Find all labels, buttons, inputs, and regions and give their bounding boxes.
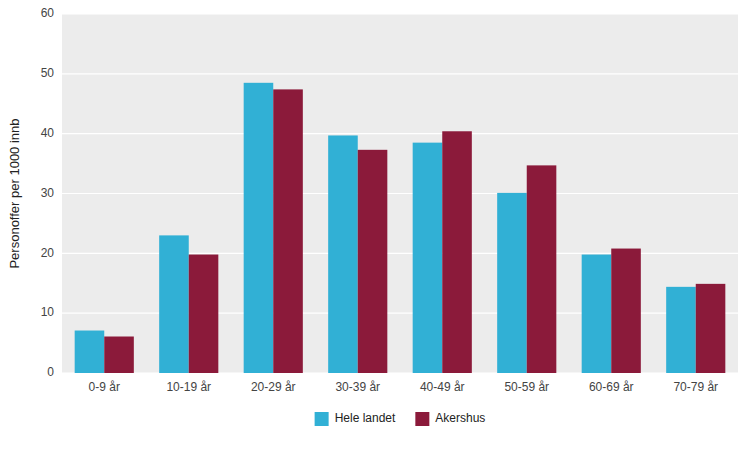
bar [189, 255, 219, 373]
bar [497, 193, 527, 373]
x-tick-label: 0-9 år [89, 380, 120, 394]
y-tick-label: 20 [41, 246, 55, 260]
bar [328, 135, 358, 373]
x-tick-label: 10-19 år [166, 380, 211, 394]
x-tick-label: 20-29 år [251, 380, 296, 394]
bar [413, 143, 443, 373]
bar [527, 165, 557, 373]
chart-container: 0 10 20 30 40 50 60 Personoffer per 1000 innb 0-… [0, 0, 752, 451]
y-tick-label: 0 [47, 365, 54, 379]
legend-item: Hele landet [315, 411, 396, 426]
legend-swatch [315, 412, 329, 426]
y-axis: 0 10 20 30 40 50 60 [41, 6, 738, 379]
legend-label: Hele landet [335, 411, 396, 425]
bars [75, 83, 726, 373]
bar [611, 249, 641, 373]
grid-line [62, 73, 738, 74]
bar [696, 284, 726, 373]
y-tick-label: 40 [41, 126, 55, 140]
grid-line [62, 193, 738, 194]
y-tick-label: 60 [41, 6, 55, 20]
x-tick-label: 50-59 år [504, 380, 549, 394]
bar [666, 287, 696, 373]
y-tick-label: 10 [41, 305, 55, 319]
bar [244, 83, 274, 373]
grid-line [62, 13, 738, 14]
bar [75, 331, 105, 373]
grid-line [62, 133, 738, 134]
y-axis-label: Personoffer per 1000 innb [7, 118, 22, 268]
x-axis: 0-9 år 10-19 år 20-29 år 30-39 år 40-49 år 50… [89, 380, 719, 394]
legend-item: Akershus [415, 411, 485, 426]
bar [159, 235, 189, 373]
x-tick-label: 40-49 år [420, 380, 465, 394]
legend-swatch [415, 412, 429, 426]
bar [104, 337, 134, 373]
y-tick-label: 30 [41, 186, 55, 200]
chart-svg: 0 10 20 30 40 50 60 Personoffer per 1000 innb 0-… [0, 0, 752, 451]
y-tick-label: 50 [41, 66, 55, 80]
x-tick-label: 70-79 år [673, 380, 718, 394]
bar-series [104, 89, 725, 373]
bar-series [75, 83, 696, 373]
bar [442, 131, 472, 373]
legend: Hele landet Akershus [315, 411, 486, 426]
bar [582, 255, 612, 373]
plot-background [62, 14, 738, 373]
x-tick-label: 60-69 år [589, 380, 634, 394]
x-tick-label: 30-39 år [335, 380, 380, 394]
legend-label: Akershus [435, 411, 485, 425]
bar [273, 89, 303, 373]
bar [358, 150, 388, 373]
